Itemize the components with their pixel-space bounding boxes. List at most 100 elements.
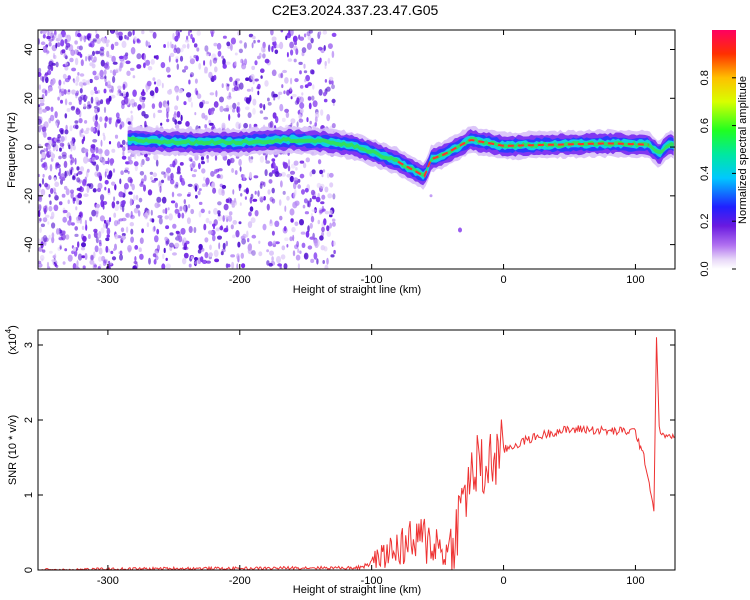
noise-speck bbox=[247, 238, 250, 243]
noise-speck bbox=[263, 116, 269, 120]
noise-speck bbox=[38, 173, 41, 178]
noise-speck bbox=[102, 260, 107, 267]
noise-speck bbox=[96, 172, 102, 177]
noise-speck bbox=[106, 39, 110, 43]
noise-speck bbox=[164, 207, 168, 215]
trace-core bbox=[397, 138, 649, 178]
noise-speck bbox=[77, 32, 82, 38]
noise-speck bbox=[253, 39, 256, 44]
noise-speck bbox=[267, 189, 271, 195]
noise-speck bbox=[81, 138, 85, 145]
noise-speck bbox=[75, 82, 78, 86]
colorbar-gradient bbox=[712, 30, 736, 269]
noise-speck bbox=[104, 258, 109, 266]
noise-speck bbox=[108, 248, 111, 253]
colorbar-tick-label: 0.8 bbox=[699, 70, 711, 85]
noise-speck bbox=[49, 200, 52, 205]
noise-speck bbox=[231, 261, 235, 269]
noise-speck bbox=[280, 254, 286, 260]
noise-speck bbox=[179, 30, 182, 33]
noise-speck bbox=[290, 218, 294, 223]
noise-speck bbox=[121, 103, 125, 110]
noise-speck bbox=[62, 261, 66, 265]
noise-speck bbox=[301, 242, 306, 248]
noise-speck bbox=[301, 47, 307, 54]
noise-speck bbox=[172, 252, 177, 256]
noise-speck bbox=[239, 202, 242, 206]
noise-speck bbox=[108, 217, 112, 223]
noise-speck bbox=[138, 247, 142, 252]
noise-speck bbox=[81, 35, 87, 40]
noise-speck bbox=[290, 77, 293, 85]
noise-speck bbox=[111, 148, 116, 153]
noise-speck bbox=[133, 261, 138, 264]
noise-speck bbox=[58, 155, 62, 160]
noise-speck bbox=[237, 113, 241, 118]
noise-speck bbox=[320, 109, 324, 116]
noise-speck bbox=[54, 181, 60, 188]
noise-speck bbox=[48, 234, 51, 240]
noise-speck bbox=[64, 55, 68, 60]
noise-speck bbox=[93, 264, 97, 268]
snr-x-axis-title: Height of straight line (km) bbox=[293, 584, 421, 596]
spectrogram-noise bbox=[38, 30, 337, 269]
noise-speck bbox=[54, 34, 57, 39]
noise-speck bbox=[299, 96, 304, 104]
noise-speck bbox=[48, 205, 53, 212]
noise-speck bbox=[165, 263, 171, 269]
noise-speck bbox=[252, 98, 257, 106]
noise-speck bbox=[254, 78, 259, 82]
noise-speck bbox=[184, 39, 190, 43]
noise-speck bbox=[217, 50, 222, 57]
noise-speck bbox=[324, 61, 327, 67]
noise-speck bbox=[327, 43, 333, 49]
noise-speck bbox=[58, 79, 62, 86]
noise-speck bbox=[321, 174, 324, 178]
noise-speck bbox=[67, 89, 71, 93]
noise-speck bbox=[145, 40, 149, 47]
noise-speck bbox=[90, 96, 94, 104]
noise-speck bbox=[204, 101, 210, 105]
noise-speck bbox=[293, 191, 296, 199]
noise-speck bbox=[138, 197, 143, 203]
noise-speck bbox=[38, 185, 41, 193]
noise-speck bbox=[104, 180, 109, 185]
noise-speck bbox=[133, 36, 137, 41]
noise-speck bbox=[200, 156, 205, 161]
noise-speck bbox=[119, 254, 123, 261]
noise-speck bbox=[179, 47, 184, 53]
noise-speck bbox=[240, 193, 243, 197]
noise-speck bbox=[44, 72, 49, 76]
noise-speck bbox=[273, 240, 276, 245]
noise-speck bbox=[102, 132, 105, 137]
noise-speck bbox=[163, 171, 167, 179]
noise-speck bbox=[152, 77, 156, 81]
noise-speck bbox=[42, 45, 48, 53]
colorbar-tick-label: 0.6 bbox=[699, 118, 711, 133]
trace-layer-4 bbox=[127, 136, 674, 177]
noise-speck bbox=[291, 93, 297, 98]
noise-speck bbox=[91, 63, 96, 69]
noise-speck bbox=[68, 215, 72, 221]
spectrogram-x-tick-label: -300 bbox=[97, 274, 119, 286]
noise-speck bbox=[179, 162, 184, 166]
spectrogram-x-tick-label: -100 bbox=[361, 274, 383, 286]
noise-speck bbox=[194, 112, 197, 116]
noise-speck bbox=[60, 129, 64, 135]
noise-speck bbox=[109, 261, 113, 265]
noise-speck bbox=[88, 55, 91, 62]
noise-speck bbox=[130, 98, 136, 106]
noise-speck bbox=[198, 62, 202, 70]
noise-speck bbox=[184, 65, 189, 71]
noise-speck bbox=[97, 123, 101, 131]
noise-speck bbox=[285, 111, 290, 118]
noise-speck bbox=[190, 158, 193, 162]
noise-speck bbox=[81, 225, 85, 230]
noise-speck bbox=[328, 209, 333, 215]
noise-speck bbox=[70, 222, 75, 226]
noise-speck bbox=[167, 175, 170, 181]
noise-speck bbox=[167, 74, 172, 78]
noise-speck bbox=[42, 30, 48, 35]
noise-speck bbox=[71, 89, 76, 95]
noise-speck bbox=[189, 58, 195, 65]
